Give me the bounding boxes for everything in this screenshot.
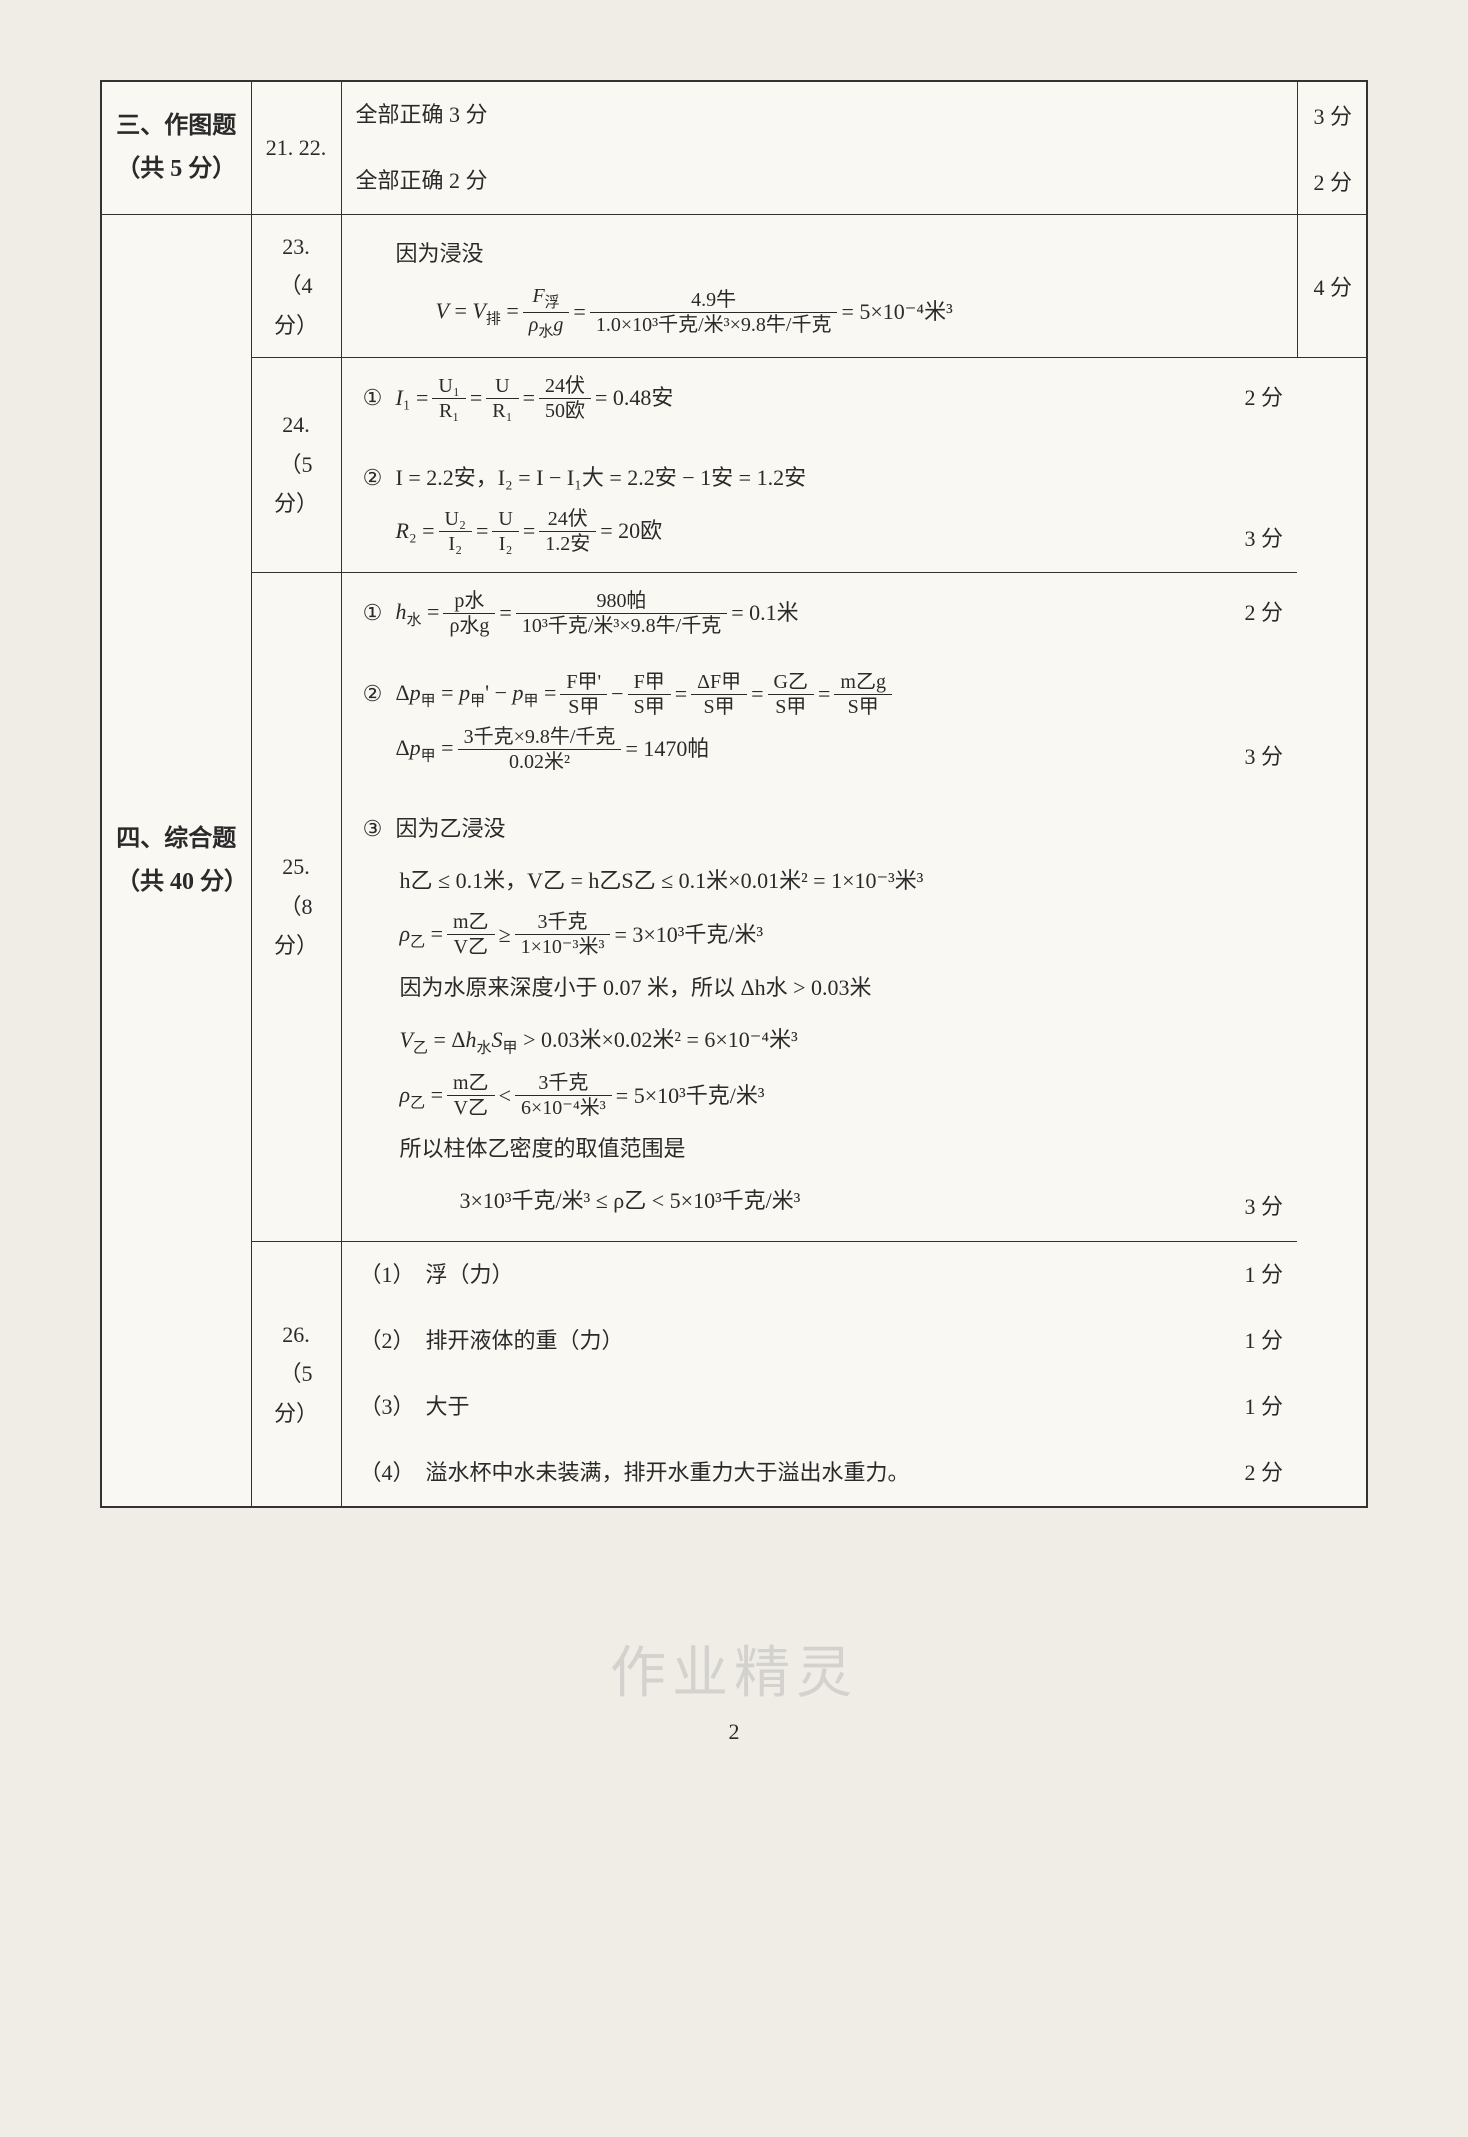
watermark-text: 作业精灵 (100, 1628, 1368, 1709)
watermark-inline (798, 1018, 804, 1064)
q26-p2: 1 分 (1227, 1308, 1297, 1374)
q26-number: 26. （5 分） (251, 1241, 341, 1507)
q25-l1: ① h水 = p水ρ水g = 980帕10³千克/米³×9.8牛/千克 = 0.… (360, 589, 1210, 638)
q25-number: 25. （8 分） (251, 572, 341, 1241)
q23-formula: V = V排 = F浮 ρ水g = 4.9牛 1.0×10³千克/米³×9.8牛… (356, 284, 1283, 341)
q23-result: = 5×10⁻⁴米³ (841, 289, 952, 335)
q25-p1: 2 分 (1227, 573, 1297, 654)
q24-part1: ① I₁ = U₁R₁ = UR₁ = 24伏50欧 = 0.48安 (342, 358, 1228, 439)
q26-a4: 溢水杯中水未装满，排开水重力大于溢出水重力。 (426, 1460, 910, 1485)
q23-line1: 因为浸没 (356, 231, 1283, 277)
s3-row1-points: 3 分 (1297, 81, 1367, 148)
q25-p2: 3 分 (1227, 654, 1297, 790)
s3-row1-text: 全部正确 3 分 (341, 81, 1297, 148)
q25-l3: Δp甲 = 3千克×9.8牛/千克0.02米² = 1470帕 (360, 725, 1210, 774)
q23-points: 4 分 (1297, 215, 1367, 357)
q24-row: 24. （5 分） ① I₁ = U₁R₁ = UR₁ = (101, 357, 1367, 572)
q24-content: ① I₁ = U₁R₁ = UR₁ = 24伏50欧 = 0.48安 2 分 (341, 357, 1297, 572)
answer-sheet: 三、作图题 （共 5 分） 21. 22. 全部正确 3 分 3 分 全部正确 … (100, 80, 1368, 1508)
q24-p1: 2 分 (1227, 358, 1297, 439)
q25-row: 25. （8 分） ① h水 = p水ρ水g = 980帕10³千克/米³×9.… (101, 572, 1367, 1241)
q26-a2: 排开液体的重（力） (426, 1328, 624, 1353)
q25-l8: V乙 = Δh水S甲 > 0.03米×0.02米² = 6×10⁻⁴米³ (360, 1017, 1210, 1065)
q25-l11: 3×10³千克/米³ ≤ ρ乙 < 5×10³千克/米³ (360, 1178, 1210, 1224)
page-number: 2 (100, 1719, 1368, 1745)
q21-22-number: 21. 22. (251, 81, 341, 215)
section3-label: 三、作图题 （共 5 分） (101, 81, 251, 215)
q25-l4: ③ 因为乙浸没 (360, 806, 1210, 852)
q25-p3: 3 分 (1227, 790, 1297, 1241)
scoring-table: 三、作图题 （共 5 分） 21. 22. 全部正确 3 分 3 分 全部正确 … (100, 80, 1368, 1508)
circled-1: ① (360, 375, 386, 421)
q26-p3: 1 分 (1227, 1374, 1297, 1440)
q26-a3: 大于 (426, 1394, 470, 1419)
q26-a1: 浮（力） (426, 1262, 514, 1287)
circled-2: ② (360, 455, 386, 501)
q25-l10: 所以柱体乙密度的取值范围是 (360, 1126, 1210, 1172)
v-eq-vpai: V = V排 = (436, 288, 519, 336)
q26-p1: 1 分 (1227, 1242, 1297, 1308)
q23-row: 四、综合题 （共 40 分） 23. （4 分） 因为浸没 V = V排 = F… (101, 215, 1367, 357)
q26-p4: 2 分 (1227, 1440, 1297, 1506)
q26-row: 26. （5 分） （1） 浮（力）1 分 （2） 排开液体的重（力）1 分 （… (101, 1241, 1367, 1507)
q24-number: 24. （5 分） (251, 357, 341, 572)
q26-content: （1） 浮（力）1 分 （2） 排开液体的重（力）1 分 （3） 大于1 分 （… (341, 1241, 1297, 1507)
s3-row2-text: 全部正确 2 分 (341, 148, 1297, 215)
q25-l9: ρ乙 = m乙V乙 < 3千克6×10⁻⁴米³ = 5×10³千克/米³ (360, 1071, 1210, 1120)
q23-content: 因为浸没 V = V排 = F浮 ρ水g = 4.9牛 1.0×10³千克/米³… (341, 215, 1297, 357)
frac-f-rhog: F浮 ρ水g (523, 284, 570, 341)
q25-l2: ② Δp甲 = p甲' − p甲 = F甲'S甲 − F甲S甲 = ΔF甲S甲 … (360, 670, 1210, 719)
q25-l5: h乙 ≤ 0.1米，V乙 = h乙S乙 ≤ 0.1米×0.01米² = 1×10… (360, 858, 1210, 904)
q24-p2: 3 分 (1227, 439, 1297, 572)
q23-number: 23. （4 分） (251, 215, 341, 357)
s3-row2-points: 2 分 (1297, 148, 1367, 215)
section3-row1: 三、作图题 （共 5 分） 21. 22. 全部正确 3 分 3 分 (101, 81, 1367, 148)
q25-content: ① h水 = p水ρ水g = 980帕10³千克/米³×9.8牛/千克 = 0.… (341, 572, 1297, 1241)
q25-l7: 因为水原来深度小于 0.07 米，所以 Δh水 > 0.03米 (360, 965, 1210, 1011)
section4-label: 四、综合题 （共 40 分） (101, 215, 251, 1507)
frac-numeric-q23: 4.9牛 1.0×10³千克/米³×9.8牛/千克 (590, 288, 838, 337)
q24-part2: ② I = 2.2安，I₂ = I − I₁大 = 2.2安 − 1安 = 1.… (342, 439, 1228, 572)
q25-l6: ρ乙 = m乙V乙 ≥ 3千克1×10⁻³米³ = 3×10³千克/米³ (360, 910, 1210, 959)
